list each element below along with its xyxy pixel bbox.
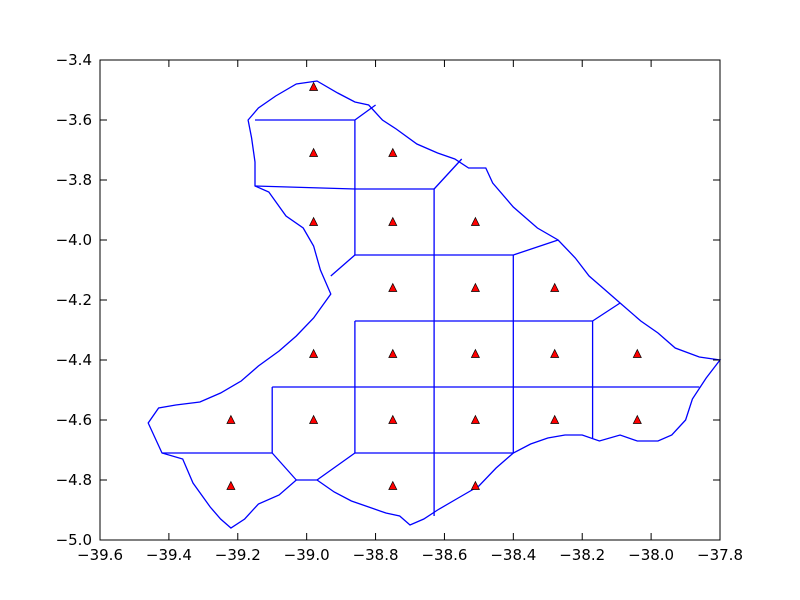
station-marker xyxy=(470,216,480,226)
x-tick-label: −38.6 xyxy=(421,546,467,564)
axis-ticks: −39.6 −39.4 −39.2 −39.0 −38.8 −38.6 −38.4 −38.2… xyxy=(56,51,743,564)
x-tick-label: −39.0 xyxy=(284,546,330,564)
cell-edge xyxy=(513,239,559,256)
station-marker xyxy=(470,282,480,292)
x-tick-label: −38.2 xyxy=(559,546,605,564)
y-tick-label: −4.2 xyxy=(56,291,92,309)
station-marker xyxy=(388,348,398,358)
plot-area xyxy=(147,80,722,529)
station-marker xyxy=(632,348,642,358)
station-marker xyxy=(388,216,398,226)
station-marker xyxy=(309,216,319,226)
y-tick-label: −3.4 xyxy=(56,51,92,69)
station-marker xyxy=(309,147,319,157)
station-marker xyxy=(309,348,319,358)
station-marker xyxy=(388,414,398,424)
y-tick-label: −4.8 xyxy=(56,471,92,489)
cell-edge xyxy=(433,158,463,190)
station-marker xyxy=(388,147,398,157)
x-tick-label: −39.2 xyxy=(215,546,261,564)
station-marker xyxy=(226,414,236,424)
station-marker xyxy=(632,414,642,424)
x-tick-label: −38.8 xyxy=(353,546,399,564)
cell-edge xyxy=(254,185,355,190)
cell-edge xyxy=(316,452,356,481)
cell-edge xyxy=(271,452,297,481)
cell-edge xyxy=(592,302,621,322)
x-tick-label: −38.4 xyxy=(490,546,536,564)
station-marker xyxy=(550,348,560,358)
x-tick-label: −38.0 xyxy=(628,546,674,564)
station-marker xyxy=(470,414,480,424)
y-tick-label: −3.6 xyxy=(56,111,92,129)
y-tick-label: −4.6 xyxy=(56,411,92,429)
station-marker xyxy=(309,414,319,424)
region-boundary xyxy=(147,80,722,529)
cell-edge xyxy=(330,254,356,277)
cell-edge xyxy=(354,104,376,121)
station-marker xyxy=(470,348,480,358)
station-marker xyxy=(550,282,560,292)
x-tick-label: −39.4 xyxy=(146,546,192,564)
x-tick-label: −37.8 xyxy=(697,546,743,564)
y-tick-label: −5.0 xyxy=(56,531,92,549)
y-tick-label: −4.4 xyxy=(56,351,92,369)
y-tick-label: −3.8 xyxy=(56,171,92,189)
x-tick-label: −39.6 xyxy=(77,546,123,564)
station-marker xyxy=(309,81,319,91)
axes-frame xyxy=(99,59,721,541)
station-marker xyxy=(388,282,398,292)
y-tick-label: −4.0 xyxy=(56,231,92,249)
station-marker xyxy=(388,480,398,490)
station-marker xyxy=(550,414,560,424)
station-marker xyxy=(226,480,236,490)
station-marker xyxy=(470,480,480,490)
